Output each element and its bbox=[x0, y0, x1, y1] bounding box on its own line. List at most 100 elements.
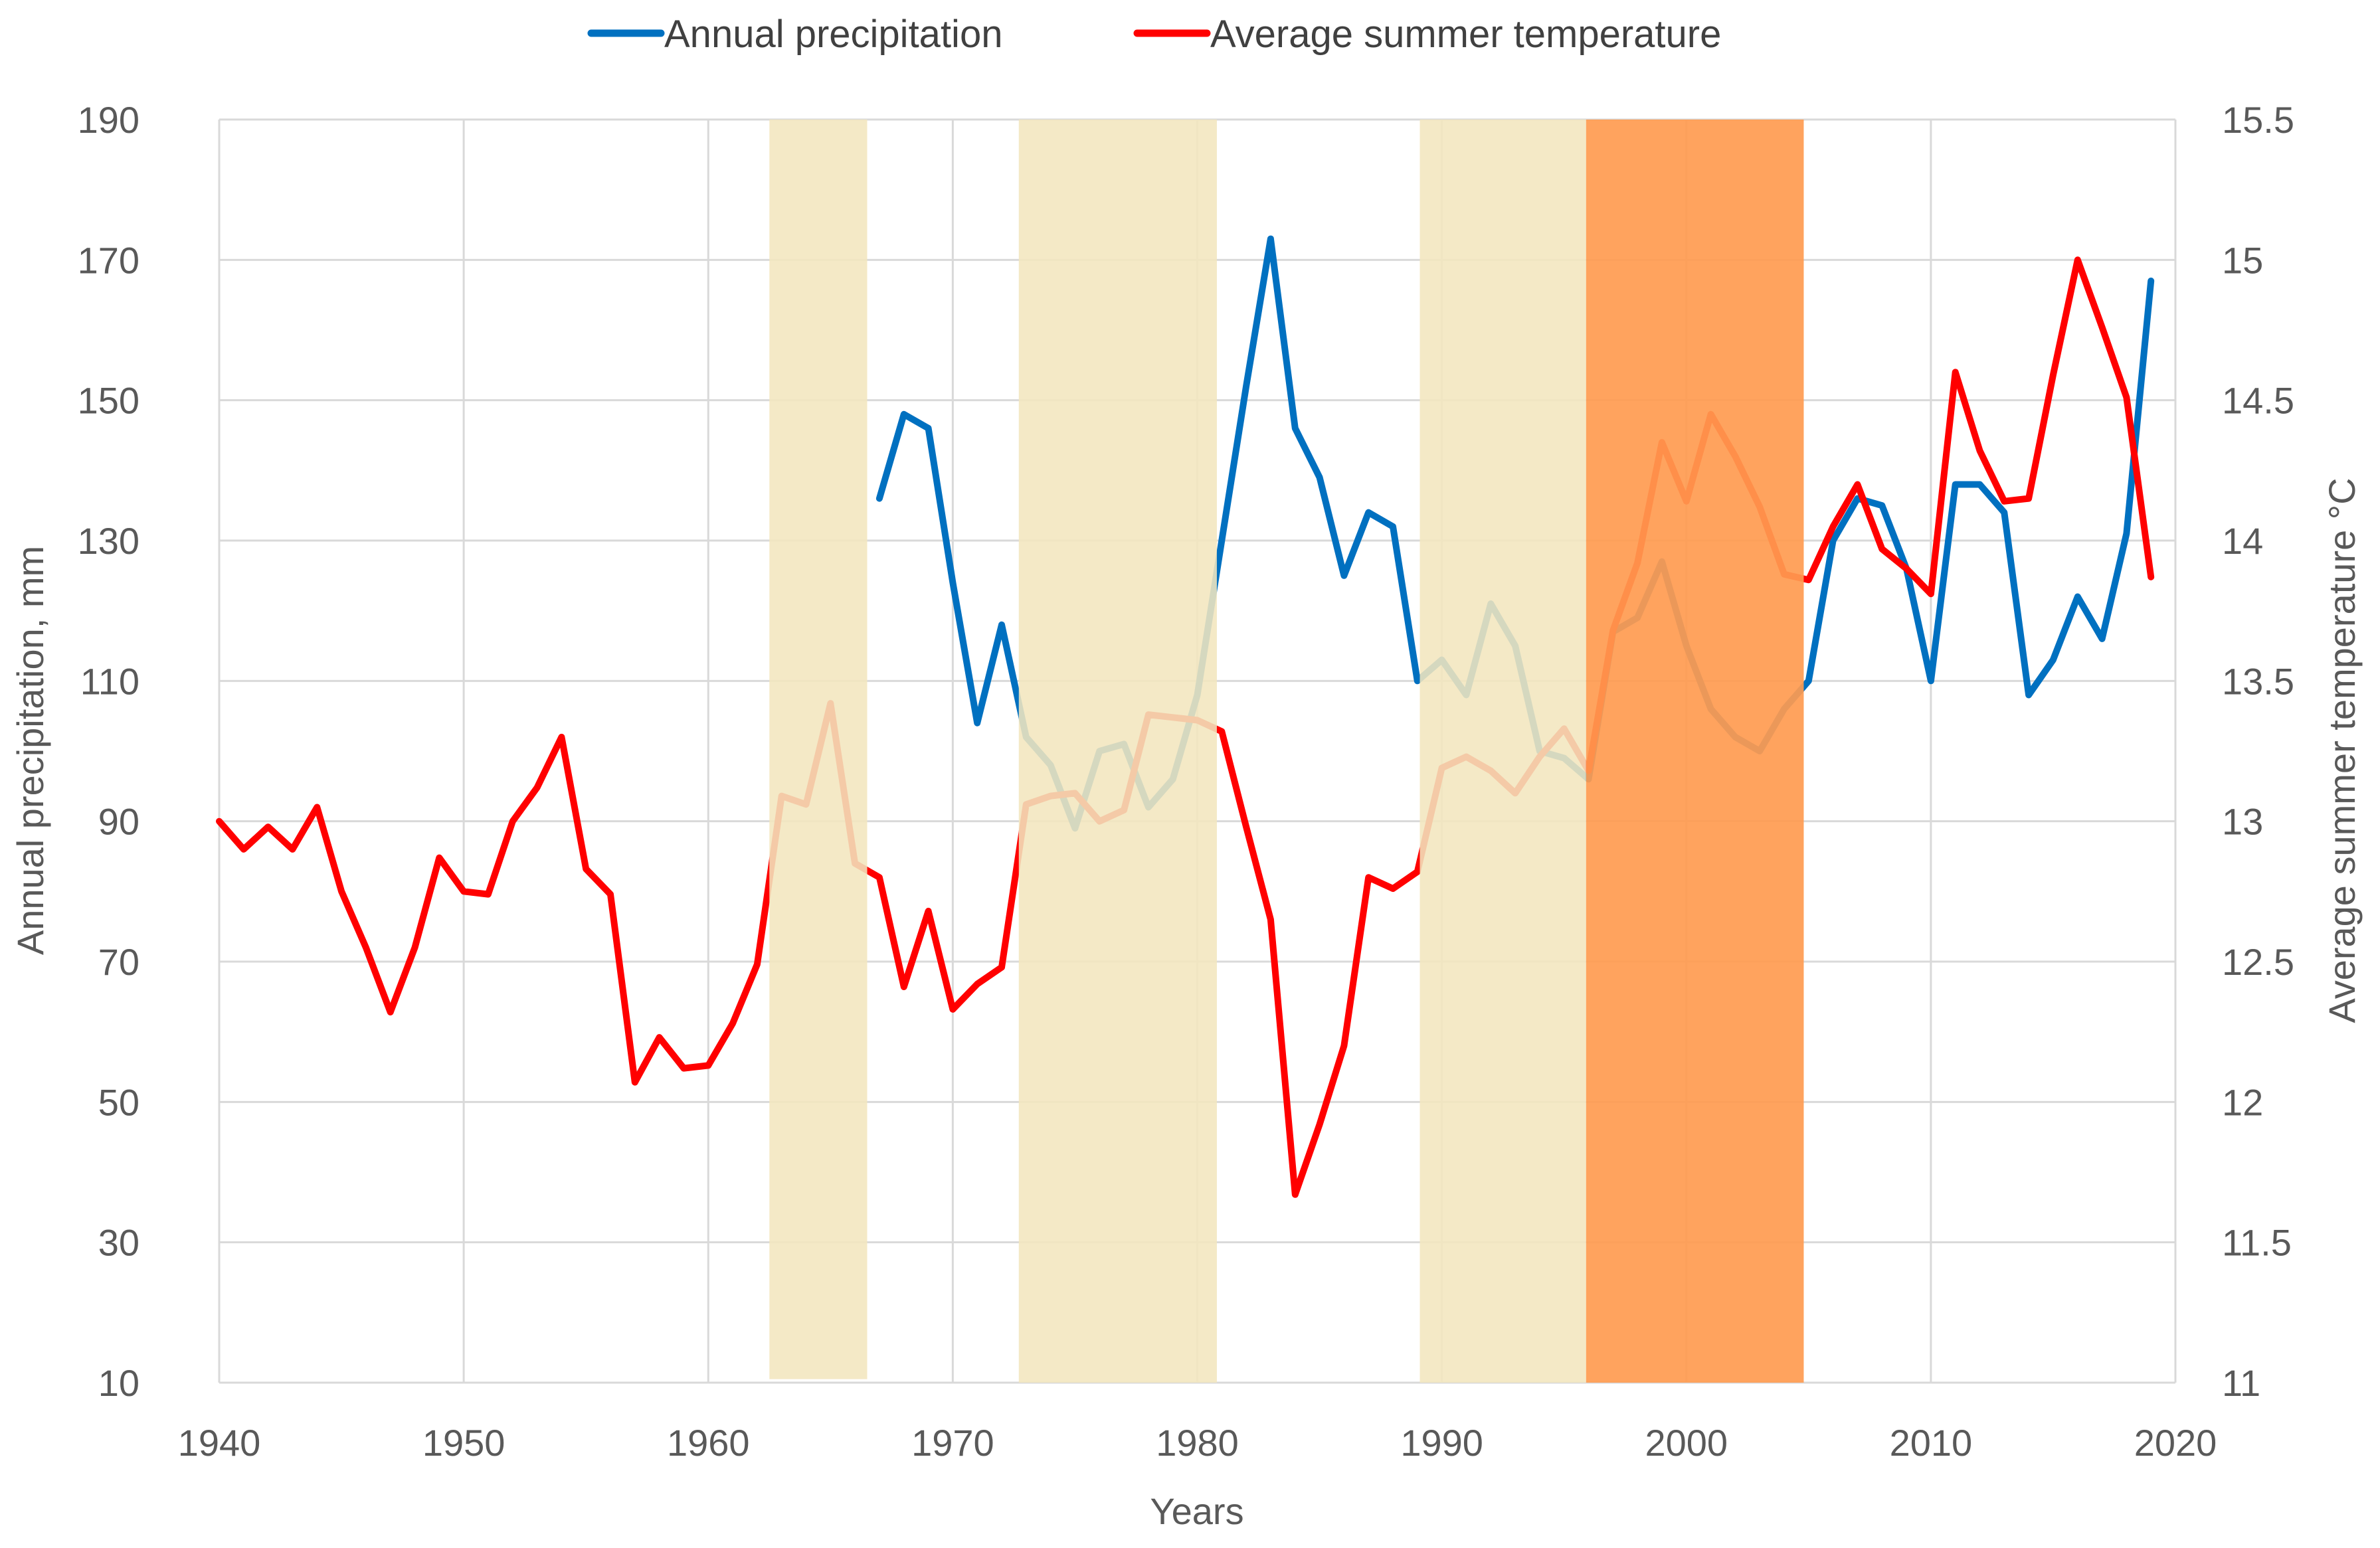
x-tick-label: 2000 bbox=[1645, 1422, 1728, 1464]
legend: Annual precipitation Average summer temp… bbox=[587, 13, 1721, 56]
series-lines bbox=[216, 120, 2155, 1383]
data-point bbox=[1955, 371, 1956, 373]
data-point bbox=[414, 947, 416, 948]
data-point bbox=[928, 910, 929, 912]
data-point bbox=[879, 877, 880, 878]
data-point bbox=[585, 869, 587, 870]
data-point bbox=[1979, 483, 1981, 485]
severe-period-band bbox=[1586, 120, 1804, 1383]
y-tick-label: 110 bbox=[80, 660, 139, 702]
x-tick-label: 1990 bbox=[1400, 1422, 1483, 1464]
data-point bbox=[463, 891, 464, 892]
data-point bbox=[292, 849, 293, 850]
x-tick-label: 1960 bbox=[667, 1422, 750, 1464]
data-point bbox=[438, 857, 440, 859]
data-point bbox=[1270, 238, 1271, 240]
data-point bbox=[1343, 1045, 1344, 1047]
data-point bbox=[1319, 477, 1321, 478]
data-point bbox=[1808, 680, 1809, 681]
data-point bbox=[976, 984, 978, 985]
x-axis-title: Years bbox=[1150, 1490, 1243, 1532]
data-point bbox=[561, 736, 562, 738]
drought-period-band bbox=[769, 120, 868, 1379]
data-point bbox=[219, 821, 220, 822]
data-point bbox=[1270, 919, 1271, 920]
data-point bbox=[1857, 498, 1858, 499]
data-point bbox=[952, 1009, 953, 1010]
data-point bbox=[268, 826, 269, 827]
data-point bbox=[341, 891, 342, 892]
data-point bbox=[2077, 259, 2078, 260]
y2-tick-label: 14.5 bbox=[2222, 380, 2294, 422]
data-point bbox=[1295, 428, 1296, 429]
y2-tick-label: 14 bbox=[2222, 520, 2263, 562]
x-tick-label: 1950 bbox=[422, 1422, 505, 1464]
data-point bbox=[243, 849, 244, 850]
data-point bbox=[1979, 450, 1981, 452]
data-point bbox=[610, 894, 611, 895]
data-point bbox=[879, 498, 880, 499]
data-point bbox=[659, 1037, 660, 1038]
data-point bbox=[1001, 966, 1002, 968]
legend-label-temperature: Average summer temperature bbox=[1210, 13, 1721, 56]
data-point bbox=[2102, 638, 2103, 640]
data-point bbox=[316, 807, 318, 808]
data-point bbox=[1881, 549, 1882, 550]
data-point bbox=[1955, 483, 1956, 485]
y-tick-label: 170 bbox=[78, 239, 139, 281]
y2-tick-label: 11 bbox=[2222, 1362, 2260, 1404]
data-point bbox=[2150, 576, 2151, 578]
data-point bbox=[1221, 731, 1222, 732]
data-point bbox=[2126, 533, 2127, 534]
data-point bbox=[1417, 871, 1418, 873]
data-point bbox=[488, 894, 489, 895]
data-point bbox=[1368, 877, 1369, 878]
y2-tick-label: 13 bbox=[2222, 801, 2263, 843]
data-point bbox=[1417, 680, 1418, 681]
y-tick-label: 50 bbox=[98, 1081, 139, 1123]
data-point bbox=[1930, 680, 1932, 681]
y-tick-label: 10 bbox=[98, 1362, 139, 1404]
x-tick-label: 2010 bbox=[1890, 1422, 1973, 1464]
data-point bbox=[1319, 1124, 1321, 1125]
data-point bbox=[1930, 593, 1932, 594]
data-point bbox=[2028, 498, 2029, 499]
data-point bbox=[1245, 826, 1247, 827]
data-point bbox=[903, 414, 905, 415]
data-point bbox=[1881, 505, 1882, 506]
data-point bbox=[537, 787, 538, 788]
y2-tick-label: 15.5 bbox=[2222, 99, 2294, 141]
data-point bbox=[1833, 540, 1834, 541]
data-point bbox=[2102, 327, 2103, 328]
data-point bbox=[1392, 526, 1394, 527]
y-tick-label: 30 bbox=[98, 1222, 139, 1264]
data-point bbox=[757, 964, 758, 965]
y-tick-label: 130 bbox=[78, 520, 139, 562]
data-point bbox=[1343, 575, 1344, 576]
data-point bbox=[732, 1023, 733, 1024]
data-point bbox=[1808, 579, 1809, 580]
x-tick-label: 1980 bbox=[1156, 1422, 1239, 1464]
data-point bbox=[928, 428, 929, 429]
data-point bbox=[1001, 624, 1002, 626]
data-point bbox=[2053, 659, 2054, 661]
data-point bbox=[1833, 526, 1834, 527]
data-point bbox=[1906, 568, 1907, 569]
x-tick-label: 2020 bbox=[2134, 1422, 2217, 1464]
legend-label-precipitation: Annual precipitation bbox=[664, 13, 1002, 56]
data-point bbox=[2126, 396, 2127, 398]
y2-axis-title: Average summer temperature °C bbox=[2321, 477, 2363, 1023]
y2-tick-label: 15 bbox=[2222, 239, 2263, 281]
data-point bbox=[2077, 596, 2078, 598]
data-point bbox=[1392, 888, 1394, 889]
data-point bbox=[512, 821, 513, 822]
y2-tick-label: 13.5 bbox=[2222, 660, 2294, 702]
drought-period-band bbox=[1419, 120, 1586, 1383]
y-tick-label: 190 bbox=[78, 99, 139, 141]
y-axis-title: Annual precipitation, mm bbox=[9, 546, 51, 955]
y2-tick-label: 12 bbox=[2222, 1081, 2263, 1123]
data-point bbox=[390, 1011, 391, 1013]
data-point bbox=[2003, 501, 2005, 502]
data-point bbox=[2053, 375, 2054, 376]
